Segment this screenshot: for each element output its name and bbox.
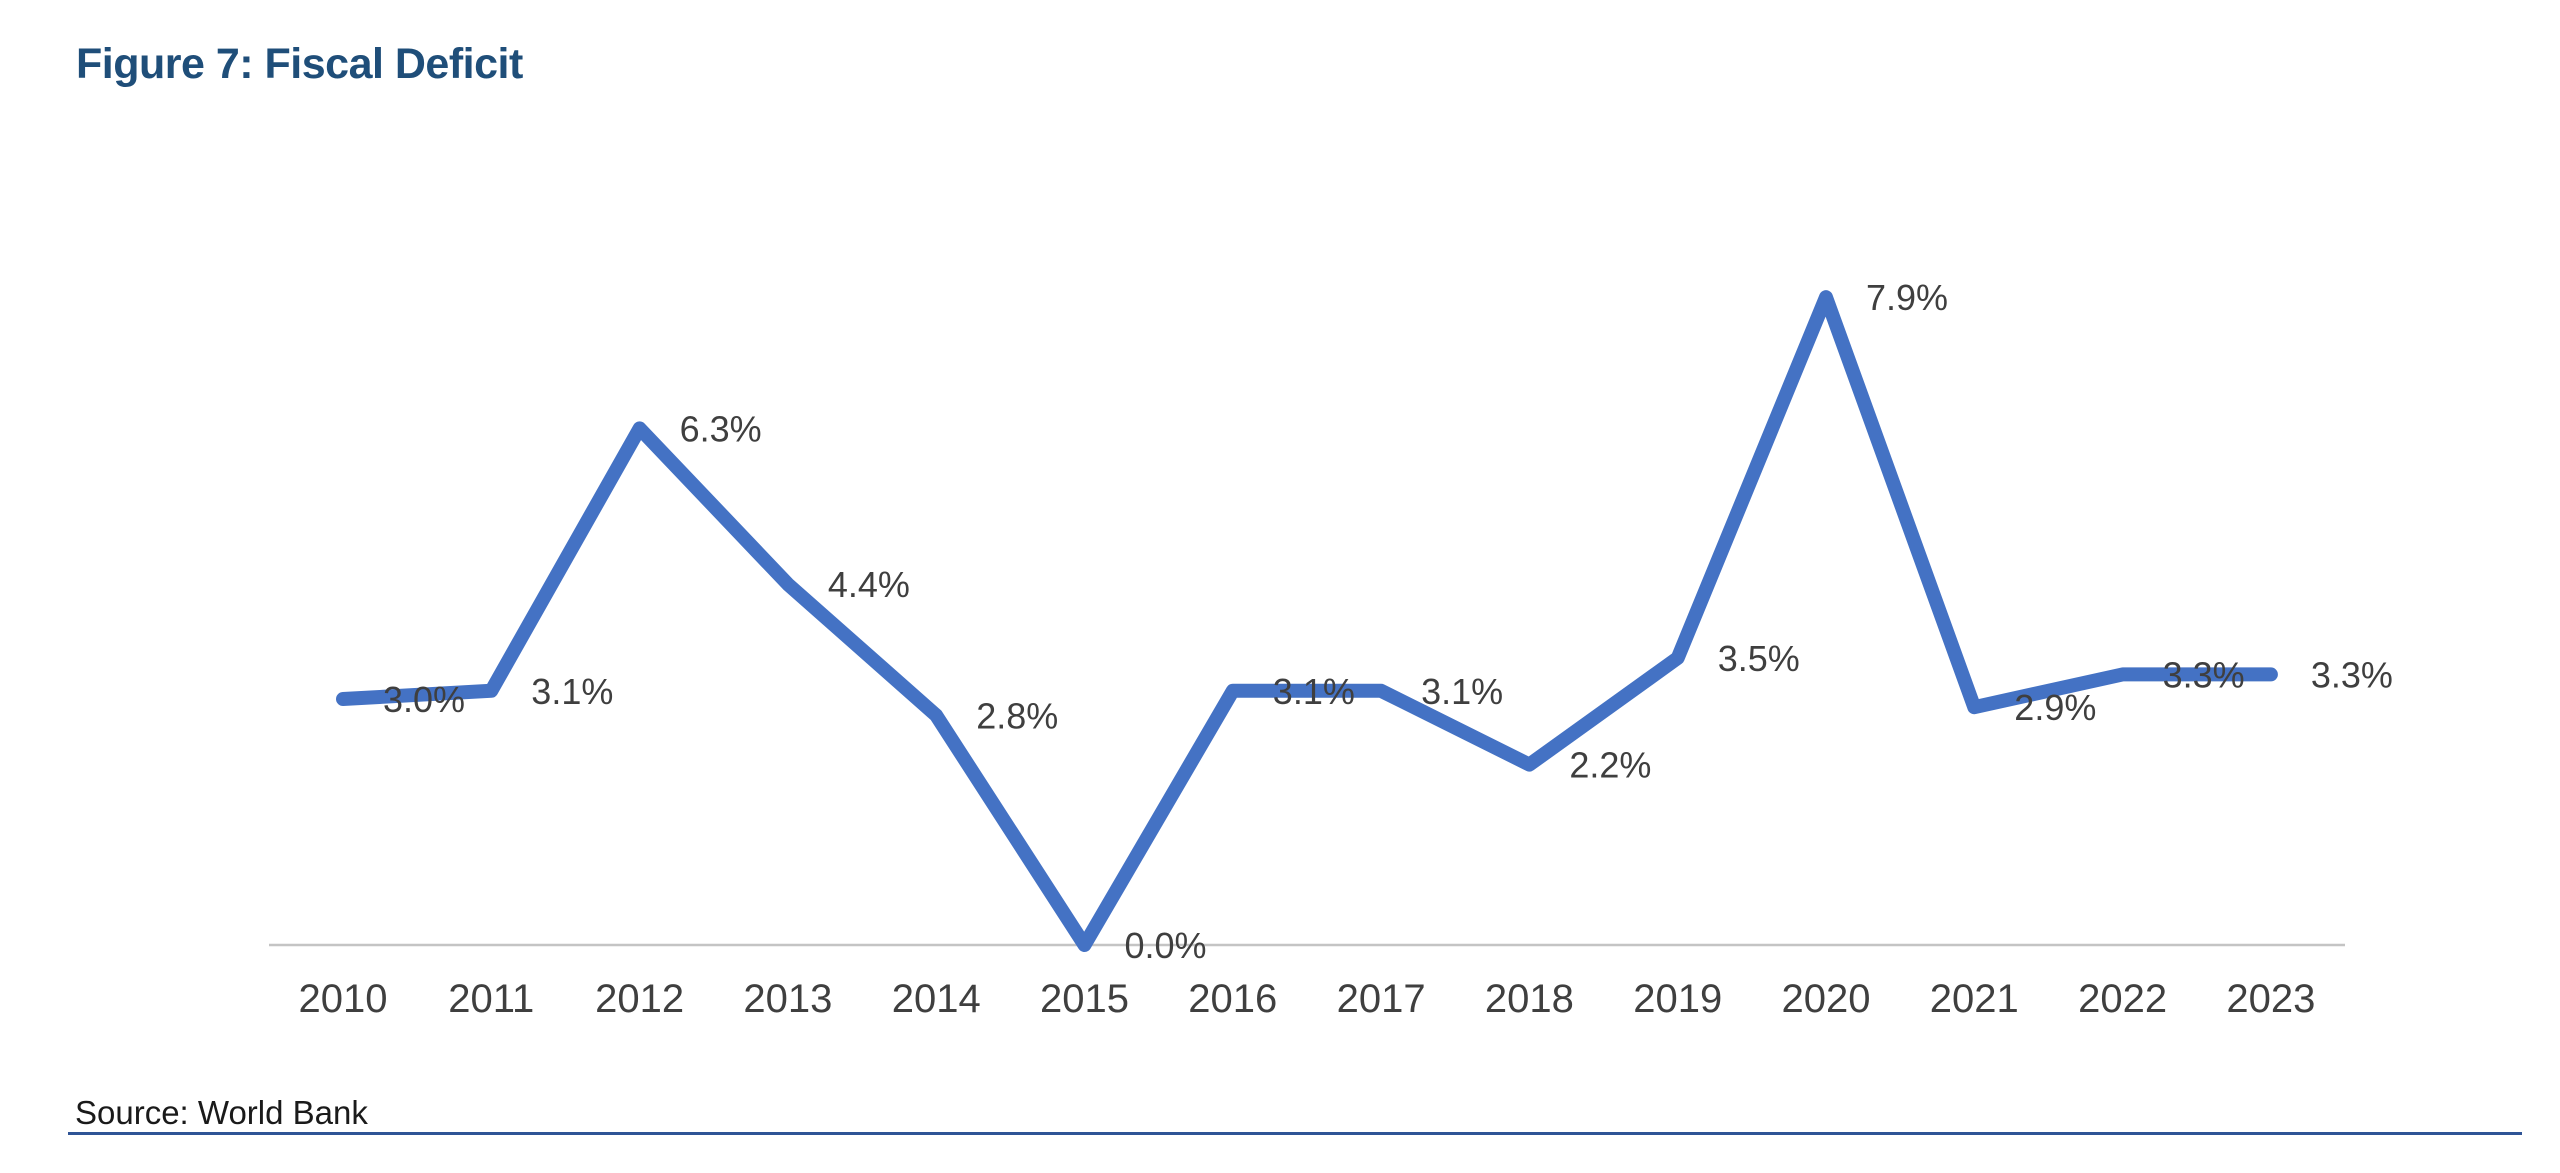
x-axis-labels: 2010 2011 2012 2013 2014 2015 2016 2017 2018 2019…: [299, 977, 2316, 1021]
x-axis-label-2016: 2016: [1188, 977, 1277, 1021]
data-label-2021: 2.9%: [2014, 687, 2096, 728]
x-axis-label-2023: 2023: [2226, 977, 2315, 1021]
data-label-2018: 2.2%: [1569, 745, 1651, 786]
x-axis-label-2011: 2011: [448, 977, 534, 1021]
x-axis-label-2012: 2012: [595, 977, 684, 1021]
data-label-2011: 3.1%: [531, 671, 613, 712]
x-axis-label-2021: 2021: [1930, 977, 2019, 1021]
x-axis-label-2022: 2022: [2078, 977, 2167, 1021]
data-labels: 3.0% 3.1% 6.3% 4.4% 2.8% 0.0% 3.1% 3.1% 2.2% 3.5%…: [383, 277, 2393, 966]
data-label-2014: 2.8%: [976, 695, 1058, 736]
x-axis-label-2010: 2010: [299, 977, 388, 1021]
x-axis-label-2018: 2018: [1485, 977, 1574, 1021]
x-axis-label-2014: 2014: [892, 977, 981, 1021]
x-axis-label-2020: 2020: [1782, 977, 1871, 1021]
figure-title: Figure 7: Fiscal Deficit: [76, 40, 523, 88]
data-label-2017: 3.1%: [1421, 671, 1503, 712]
data-label-2012: 6.3%: [680, 408, 762, 449]
data-label-2019: 3.5%: [1718, 638, 1800, 679]
data-label-2010: 3.0%: [383, 679, 465, 720]
bottom-rule: [68, 1132, 2522, 1135]
data-label-2015: 0.0%: [1125, 925, 1207, 966]
x-axis-label-2013: 2013: [743, 977, 832, 1021]
x-axis-label-2019: 2019: [1633, 977, 1722, 1021]
data-label-2022: 3.3%: [2163, 654, 2245, 695]
data-label-2020: 7.9%: [1866, 277, 1948, 318]
data-label-2023: 3.3%: [2311, 654, 2393, 695]
x-axis-label-2017: 2017: [1337, 977, 1426, 1021]
data-label-2013: 4.4%: [828, 564, 910, 605]
source-note: Source: World Bank: [75, 1094, 368, 1131]
x-axis-label-2015: 2015: [1040, 977, 1129, 1021]
data-label-2016: 3.1%: [1273, 671, 1355, 712]
deficit-line-series: [336, 290, 2278, 952]
